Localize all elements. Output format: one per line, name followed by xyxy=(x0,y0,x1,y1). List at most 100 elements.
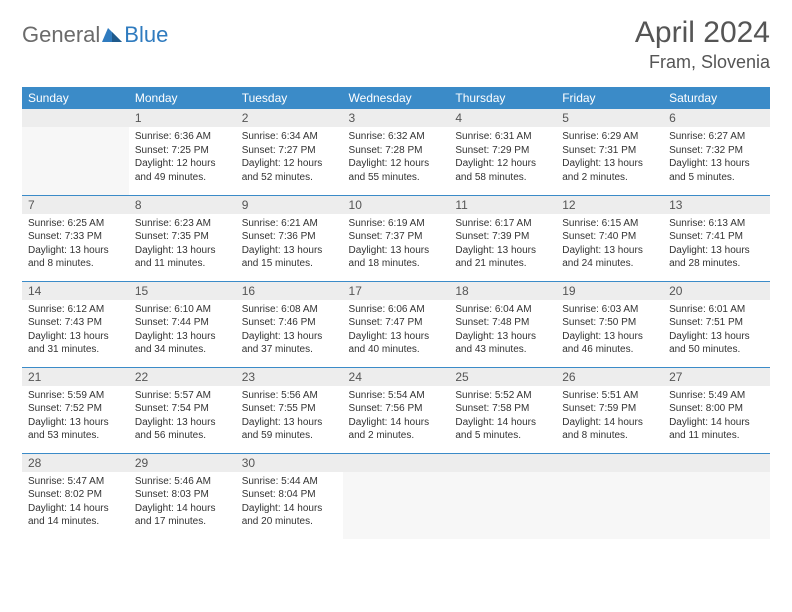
sunrise-text: Sunrise: 6:19 AM xyxy=(349,217,444,231)
sunrise-text: Sunrise: 6:01 AM xyxy=(669,303,764,317)
day-details: Sunrise: 6:17 AMSunset: 7:39 PMDaylight:… xyxy=(449,214,556,277)
daylight-text: Daylight: 13 hours and 31 minutes. xyxy=(28,330,123,357)
sunrise-text: Sunrise: 6:23 AM xyxy=(135,217,230,231)
calendar-day-cell: 21Sunrise: 5:59 AMSunset: 7:52 PMDayligh… xyxy=(22,367,129,453)
sunset-text: Sunset: 7:51 PM xyxy=(669,316,764,330)
daylight-text: Daylight: 13 hours and 15 minutes. xyxy=(242,244,337,271)
day-number: 8 xyxy=(129,196,236,214)
calendar-day-cell: 7Sunrise: 6:25 AMSunset: 7:33 PMDaylight… xyxy=(22,195,129,281)
day-number: 1 xyxy=(129,109,236,127)
daylight-text: Daylight: 13 hours and 56 minutes. xyxy=(135,416,230,443)
calendar-day-cell: 29Sunrise: 5:46 AMSunset: 8:03 PMDayligh… xyxy=(129,453,236,539)
calendar-day-cell: 2Sunrise: 6:34 AMSunset: 7:27 PMDaylight… xyxy=(236,109,343,195)
calendar-week-row: 1Sunrise: 6:36 AMSunset: 7:25 PMDaylight… xyxy=(22,109,770,195)
weekday-header: Friday xyxy=(556,87,663,109)
daylight-text: Daylight: 14 hours and 2 minutes. xyxy=(349,416,444,443)
sunrise-text: Sunrise: 6:03 AM xyxy=(562,303,657,317)
daylight-text: Daylight: 13 hours and 40 minutes. xyxy=(349,330,444,357)
daylight-text: Daylight: 12 hours and 49 minutes. xyxy=(135,157,230,184)
sunset-text: Sunset: 7:59 PM xyxy=(562,402,657,416)
day-number xyxy=(663,454,770,472)
day-number: 25 xyxy=(449,368,556,386)
calendar-day-cell: 23Sunrise: 5:56 AMSunset: 7:55 PMDayligh… xyxy=(236,367,343,453)
empty-day xyxy=(663,472,770,540)
logo-text-blue: Blue xyxy=(124,22,168,48)
day-number: 7 xyxy=(22,196,129,214)
calendar-day-cell: 26Sunrise: 5:51 AMSunset: 7:59 PMDayligh… xyxy=(556,367,663,453)
day-details: Sunrise: 5:56 AMSunset: 7:55 PMDaylight:… xyxy=(236,386,343,449)
daylight-text: Daylight: 13 hours and 2 minutes. xyxy=(562,157,657,184)
sunset-text: Sunset: 7:31 PM xyxy=(562,144,657,158)
sunset-text: Sunset: 7:58 PM xyxy=(455,402,550,416)
calendar-day-cell: 19 Sunrise: 6:03 AMSunset: 7:50 PMDayligh… xyxy=(556,281,663,367)
sunset-text: Sunset: 7:25 PM xyxy=(135,144,230,158)
day-number: 28 xyxy=(22,454,129,472)
day-number: 18 xyxy=(449,282,556,300)
daylight-text: Daylight: 13 hours and 50 minutes. xyxy=(669,330,764,357)
empty-day xyxy=(343,472,450,540)
title-block: April 2024 Fram, Slovenia xyxy=(635,16,770,73)
calendar-day-cell: 5 Sunrise: 6:29 AMSunset: 7:31 PMDaylight… xyxy=(556,109,663,195)
day-number: 20 xyxy=(663,282,770,300)
day-details: Sunrise: 6:23 AMSunset: 7:35 PMDaylight:… xyxy=(129,214,236,277)
sunrise-text: Sunrise: 6:36 AM xyxy=(135,130,230,144)
day-number: 5 xyxy=(556,109,663,127)
day-number: 19 xyxy=(556,282,663,300)
sunset-text: Sunset: 7:39 PM xyxy=(455,230,550,244)
day-number: 13 xyxy=(663,196,770,214)
day-number: 10 xyxy=(343,196,450,214)
weekday-header: Sunday xyxy=(22,87,129,109)
calendar-day-cell xyxy=(449,453,556,539)
sunset-text: Sunset: 7:54 PM xyxy=(135,402,230,416)
weekday-header: Monday xyxy=(129,87,236,109)
calendar-day-cell: 20 Sunrise: 6:01 AMSunset: 7:51 PMDayligh… xyxy=(663,281,770,367)
daylight-text: Daylight: 14 hours and 11 minutes. xyxy=(669,416,764,443)
sunset-text: Sunset: 7:50 PM xyxy=(562,316,657,330)
day-details: Sunrise: 6:06 AMSunset: 7:47 PMDaylight:… xyxy=(343,300,450,363)
sunset-text: Sunset: 7:56 PM xyxy=(349,402,444,416)
sunrise-text: Sunrise: 5:51 AM xyxy=(562,389,657,403)
sunrise-text: Sunrise: 6:34 AM xyxy=(242,130,337,144)
sunrise-text: Sunrise: 6:29 AM xyxy=(562,130,657,144)
sunrise-text: Sunrise: 6:27 AM xyxy=(669,130,764,144)
sunset-text: Sunset: 7:28 PM xyxy=(349,144,444,158)
day-number: 2 xyxy=(236,109,343,127)
day-details: Sunrise: 6:21 AMSunset: 7:36 PMDaylight:… xyxy=(236,214,343,277)
sunset-text: Sunset: 7:55 PM xyxy=(242,402,337,416)
sunset-text: Sunset: 7:27 PM xyxy=(242,144,337,158)
calendar-week-row: 14Sunrise: 6:12 AMSunset: 7:43 PMDayligh… xyxy=(22,281,770,367)
day-details: Sunrise: 5:51 AMSunset: 7:59 PMDaylight:… xyxy=(556,386,663,449)
daylight-text: Daylight: 13 hours and 46 minutes. xyxy=(562,330,657,357)
sunset-text: Sunset: 7:41 PM xyxy=(669,230,764,244)
calendar-day-cell: 10Sunrise: 6:19 AMSunset: 7:37 PMDayligh… xyxy=(343,195,450,281)
sunrise-text: Sunrise: 5:54 AM xyxy=(349,389,444,403)
day-details: Sunrise: 6:15 AMSunset: 7:40 PMDaylight:… xyxy=(556,214,663,277)
daylight-text: Daylight: 13 hours and 34 minutes. xyxy=(135,330,230,357)
calendar-day-cell xyxy=(343,453,450,539)
day-number: 17 xyxy=(343,282,450,300)
daylight-text: Daylight: 14 hours and 20 minutes. xyxy=(242,502,337,529)
location: Fram, Slovenia xyxy=(635,52,770,73)
sunrise-text: Sunrise: 6:32 AM xyxy=(349,130,444,144)
calendar-day-cell: 22Sunrise: 5:57 AMSunset: 7:54 PMDayligh… xyxy=(129,367,236,453)
day-details: Sunrise: 5:57 AMSunset: 7:54 PMDaylight:… xyxy=(129,386,236,449)
day-number: 6 xyxy=(663,109,770,127)
day-number: 22 xyxy=(129,368,236,386)
daylight-text: Daylight: 13 hours and 53 minutes. xyxy=(28,416,123,443)
calendar-day-cell: 24Sunrise: 5:54 AMSunset: 7:56 PMDayligh… xyxy=(343,367,450,453)
day-number xyxy=(449,454,556,472)
day-number: 29 xyxy=(129,454,236,472)
day-details: Sunrise: 5:46 AMSunset: 8:03 PMDaylight:… xyxy=(129,472,236,535)
day-details: Sunrise: 5:59 AMSunset: 7:52 PMDaylight:… xyxy=(22,386,129,449)
sunrise-text: Sunrise: 6:15 AM xyxy=(562,217,657,231)
weekday-header: Wednesday xyxy=(343,87,450,109)
weekday-header: Thursday xyxy=(449,87,556,109)
logo-text-general: General xyxy=(22,22,100,48)
sunset-text: Sunset: 7:32 PM xyxy=(669,144,764,158)
day-number: 26 xyxy=(556,368,663,386)
calendar-day-cell: 17Sunrise: 6:06 AMSunset: 7:47 PMDayligh… xyxy=(343,281,450,367)
weekday-header: Tuesday xyxy=(236,87,343,109)
calendar-day-cell xyxy=(663,453,770,539)
calendar-day-cell: 15Sunrise: 6:10 AMSunset: 7:44 PMDayligh… xyxy=(129,281,236,367)
day-details: Sunrise: 5:54 AMSunset: 7:56 PMDaylight:… xyxy=(343,386,450,449)
